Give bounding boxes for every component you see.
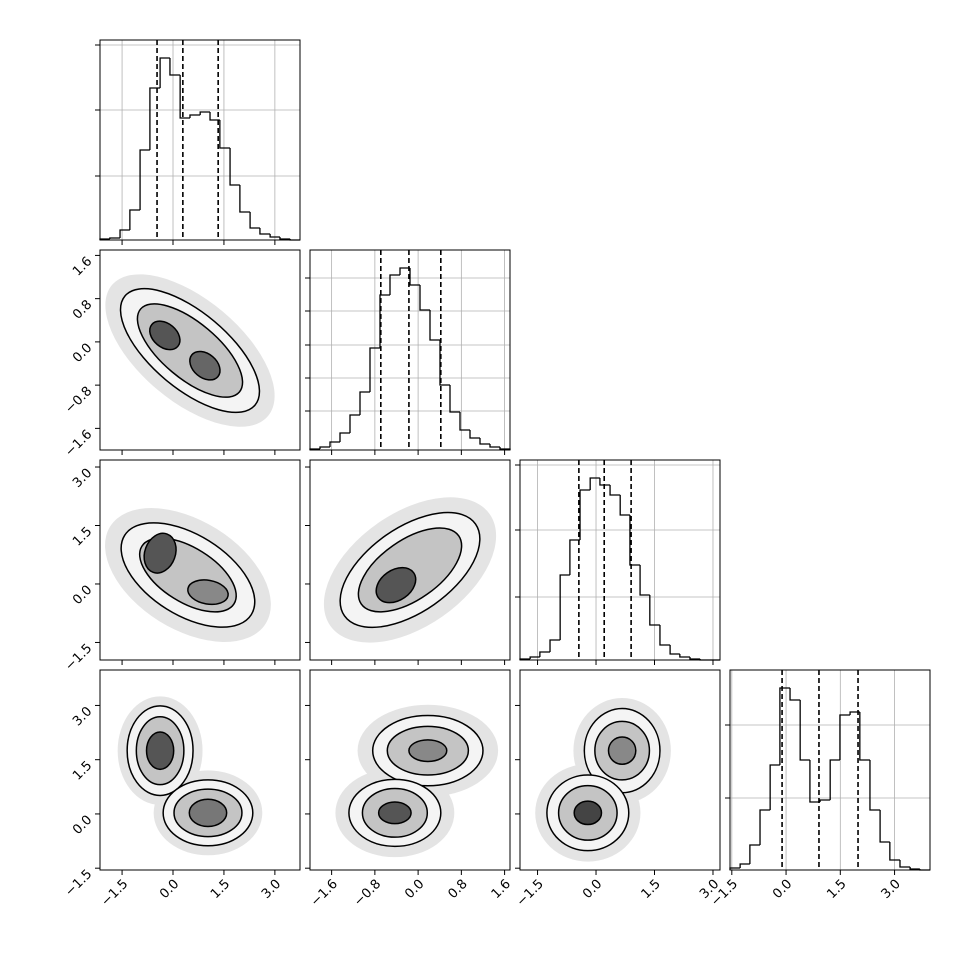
contour (188, 798, 228, 828)
histogram-step (789, 688, 801, 701)
histogram-step (579, 489, 591, 540)
histogram-step (619, 495, 630, 516)
histogram-step (539, 651, 551, 657)
histogram-step (639, 565, 650, 596)
histogram-step (469, 430, 480, 439)
histogram-step (119, 229, 130, 238)
density-panel (535, 698, 671, 862)
panel-frame (309, 669, 511, 871)
contour (375, 566, 417, 604)
histogram-step (809, 760, 821, 803)
density-panel (335, 704, 499, 858)
histogram-step (659, 625, 671, 646)
histogram-step (199, 111, 211, 115)
histogram-step (209, 112, 220, 121)
histogram-step (379, 294, 390, 348)
histogram-step (229, 148, 240, 186)
density-panel (323, 497, 497, 643)
contour (149, 320, 181, 351)
histogram-step (239, 185, 251, 213)
contour (189, 350, 221, 381)
histogram-step (319, 446, 330, 449)
histogram-step (109, 237, 121, 239)
histogram-step (399, 267, 410, 275)
histogram-step (679, 654, 690, 658)
histogram-step (459, 412, 470, 431)
histogram-step (479, 438, 490, 445)
histogram-step (799, 700, 810, 761)
histogram-step (649, 595, 660, 626)
density-panel (105, 274, 275, 427)
histogram-step (899, 860, 911, 868)
histogram-step (859, 712, 870, 761)
histogram-step (249, 212, 260, 229)
contour (143, 532, 177, 574)
histogram-step (829, 759, 840, 800)
density-panel (105, 508, 271, 642)
histogram-step (889, 842, 900, 861)
histogram-step (259, 228, 271, 235)
contour (573, 800, 603, 826)
contour (377, 801, 412, 825)
histogram-step (909, 867, 920, 870)
panel-frame (309, 249, 511, 451)
histogram-step (559, 574, 570, 640)
histogram-step (879, 810, 890, 843)
histogram-step (179, 75, 190, 119)
histogram-step (589, 477, 600, 490)
histogram-step (839, 714, 851, 760)
histogram-step (419, 285, 430, 311)
histogram-step (369, 347, 380, 392)
histogram-step (669, 645, 680, 655)
panel-frame (99, 249, 301, 451)
histogram-step (779, 687, 791, 765)
histogram-step (359, 391, 370, 415)
histogram-step (609, 485, 621, 496)
histogram-step (389, 274, 400, 295)
histogram-step (759, 809, 771, 845)
histogram-step (489, 444, 500, 448)
panel-frame (309, 459, 511, 661)
histogram-step (409, 268, 420, 286)
histogram-step (329, 441, 340, 447)
histogram-step (739, 863, 750, 868)
histogram-step (219, 120, 231, 149)
histogram-step (349, 414, 360, 433)
histogram-step (549, 639, 561, 652)
contour (145, 731, 175, 771)
histogram-step (429, 310, 440, 341)
histogram-step (819, 799, 831, 802)
histogram-step (169, 58, 181, 76)
histogram-step (129, 209, 141, 230)
histogram-step (139, 149, 150, 210)
contour (607, 736, 637, 766)
panel-frame (99, 39, 301, 241)
histogram-step (439, 340, 450, 386)
contour (187, 579, 229, 606)
density-panel (117, 696, 263, 856)
contour (408, 739, 448, 763)
histogram-step (849, 711, 860, 715)
histogram-step (629, 515, 641, 566)
panel-frame (519, 459, 721, 661)
histogram-step (749, 844, 761, 864)
histogram-step (569, 539, 581, 575)
histogram-step (159, 57, 170, 88)
histogram-step (529, 656, 540, 659)
histogram-step (189, 114, 201, 118)
histogram-step (869, 760, 881, 811)
histogram-step (449, 385, 460, 413)
histogram-step (689, 657, 701, 660)
histogram-step (279, 237, 291, 240)
histogram-step (339, 432, 350, 442)
panel-frame (99, 459, 301, 661)
panel-frame (519, 669, 721, 871)
histogram-step (769, 764, 780, 810)
panel-frame (99, 669, 301, 871)
panel-frame (729, 669, 931, 871)
histogram-step (599, 478, 611, 486)
histogram-step (269, 234, 280, 238)
